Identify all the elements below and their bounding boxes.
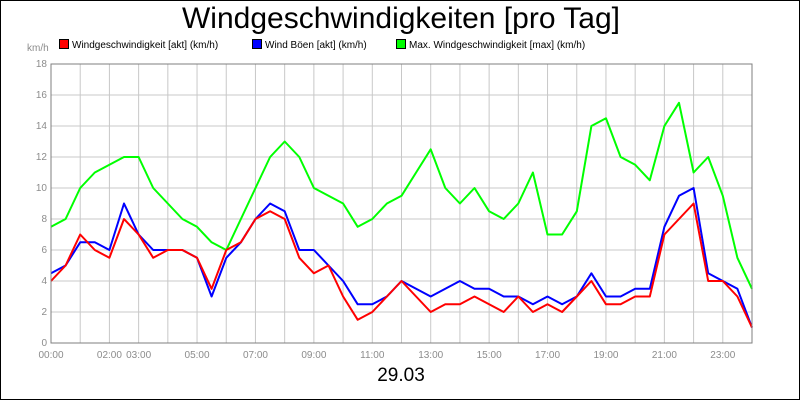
series-line-akt (50, 202, 753, 328)
y-tick-label: 6 (41, 245, 47, 256)
legend-label-akt: Windgeschwindigkeit [akt] (km/h) (72, 40, 219, 51)
y-tick-label: 12 (36, 152, 48, 163)
legend-swatch-max (396, 39, 406, 49)
x-tick-label: 11:00 (360, 350, 385, 361)
y-tick-label: 10 (36, 183, 48, 194)
x-tick-label: 03:00 (126, 350, 151, 361)
y-tick-label: 14 (36, 121, 48, 132)
legend-item-boeen: Wind Böen [akt] (km/h) (252, 39, 367, 52)
plot-border (50, 63, 753, 344)
y-tick-label: 16 (36, 90, 48, 101)
chart-title: Windgeschwindigkeiten [pro Tag] (181, 2, 621, 35)
x-tick-label: 00:00 (38, 350, 63, 361)
x-tick-label: 19:00 (593, 350, 618, 361)
legend-item-max: Max. Windgeschwindigkeit [max] (km/h) (396, 39, 585, 52)
y-axis-unit: km/h (27, 43, 49, 54)
x-tick-label: 02:00 (97, 350, 122, 361)
legend-swatch-boeen (252, 39, 262, 49)
date-label: 29.03 (377, 365, 425, 386)
legend-label-max: Max. Windgeschwindigkeit [max] (km/h) (409, 40, 586, 51)
legend-label-boeen: Wind Böen [akt] (km/h) (265, 40, 367, 51)
legend-swatch-akt (59, 39, 69, 49)
x-tick-label: 13:00 (418, 350, 443, 361)
x-tick-label: 21:00 (652, 350, 677, 361)
legend-item-akt: Windgeschwindigkeit [akt] (km/h) (59, 39, 218, 52)
y-tick-label: 8 (41, 214, 47, 225)
y-tick-label: 2 (41, 307, 47, 318)
x-tick-label: 23:00 (710, 350, 735, 361)
x-tick-label: 15:00 (477, 350, 502, 361)
x-tick-label: 07:00 (243, 350, 268, 361)
y-tick-label: 0 (41, 338, 47, 349)
series-line-max (50, 101, 753, 290)
x-tick-label: 05:00 (185, 350, 210, 361)
y-tick-label: 18 (36, 59, 48, 70)
x-tick-label: 17:00 (535, 350, 560, 361)
x-tick-label: 09:00 (301, 350, 326, 361)
y-tick-label: 4 (41, 276, 47, 287)
